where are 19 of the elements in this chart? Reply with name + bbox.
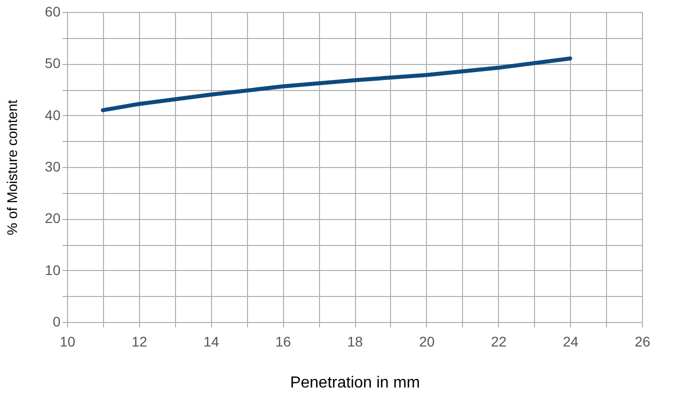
- y-axis-title: % of Moisture content: [4, 100, 20, 236]
- y-tick-label: 50: [44, 55, 61, 72]
- y-tick-label: 30: [44, 158, 61, 174]
- x-tick-label: 12: [132, 334, 148, 350]
- x-tick-label: 14: [203, 334, 220, 350]
- y-tick-label: 40: [44, 106, 61, 123]
- x-axis-title: Penetration in mm: [290, 374, 420, 392]
- y-tick-label: 20: [44, 210, 61, 226]
- x-tick-label: 18: [347, 334, 363, 350]
- x-tick-label: 10: [60, 334, 76, 350]
- line-series: [100, 56, 572, 112]
- x-tick-label: 20: [419, 334, 435, 350]
- x-tick-label: 26: [634, 334, 650, 350]
- y-tick-label: 10: [44, 262, 61, 278]
- y-tick-label: 60: [44, 4, 61, 20]
- x-tick-label: 22: [490, 334, 507, 350]
- y-tick-label: 0: [52, 314, 61, 330]
- x-tick-label: 16: [275, 334, 292, 350]
- x-tick-label: 24: [562, 334, 579, 350]
